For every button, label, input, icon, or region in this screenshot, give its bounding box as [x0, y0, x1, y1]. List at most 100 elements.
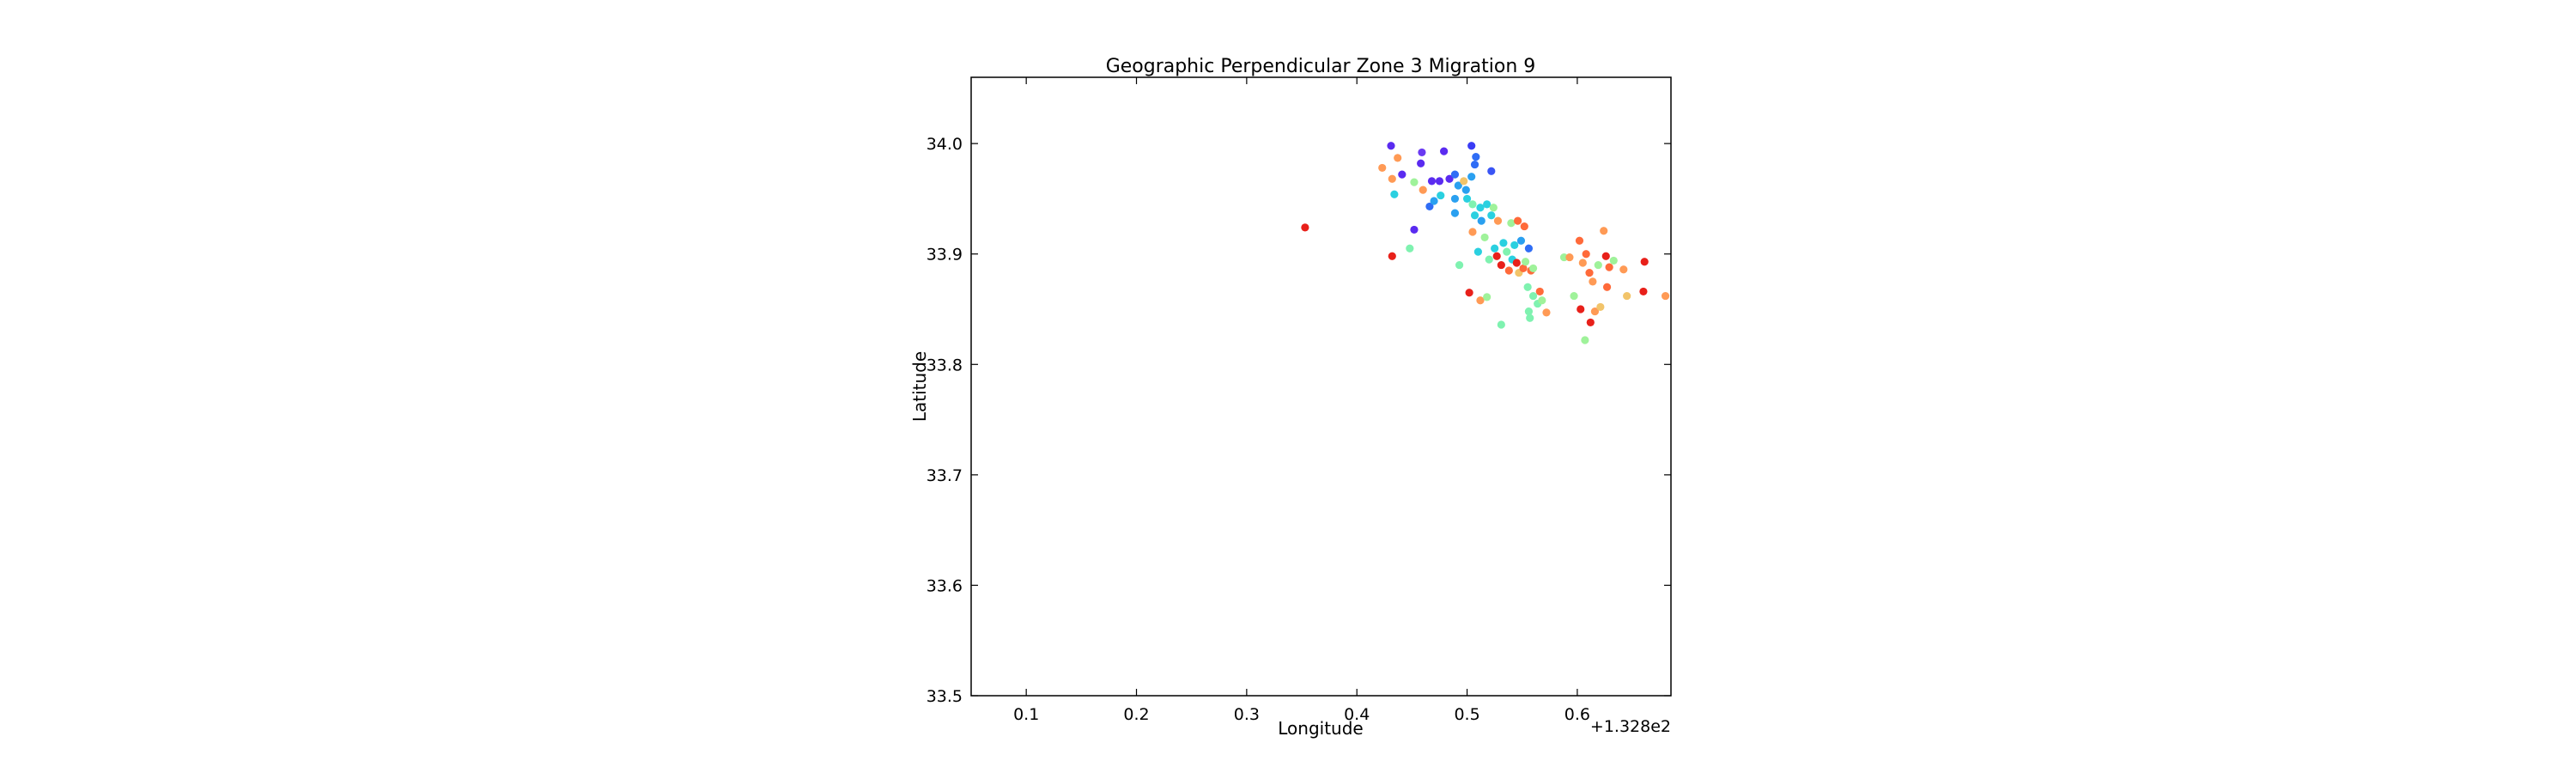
scatter-point	[1661, 291, 1670, 301]
scatter-point	[1582, 250, 1590, 259]
scatter-point	[1489, 204, 1498, 212]
scatter-point	[1410, 225, 1419, 234]
scatter-point	[1581, 336, 1589, 344]
scatter-point	[1600, 227, 1608, 235]
scatter-point	[1602, 283, 1612, 291]
x-tick-label: 0.6	[1564, 705, 1590, 724]
x-axis-offset-label: +1.328e2	[1590, 717, 1671, 736]
scatter-point	[1477, 216, 1485, 225]
scatter-point	[1596, 302, 1605, 312]
scatter-point	[1521, 258, 1530, 266]
scatter-point	[1470, 160, 1479, 169]
scatter-point	[1450, 209, 1460, 217]
scatter-point	[1577, 305, 1585, 313]
scatter-point	[1524, 244, 1534, 253]
x-tick-label: 0.1	[1013, 705, 1039, 724]
scatter-point	[1565, 253, 1574, 262]
scatter-point	[1512, 259, 1521, 267]
scatter-point	[1639, 287, 1648, 296]
scatter-point	[1473, 247, 1482, 256]
scatter-point	[1468, 200, 1477, 209]
scatter-point	[1425, 202, 1434, 211]
scatter-point	[1388, 174, 1396, 183]
y-axis-label: Latitude	[909, 351, 930, 422]
scatter-point	[1468, 228, 1477, 236]
scatter-point	[1520, 222, 1528, 231]
scatter-point	[1535, 287, 1544, 296]
scatter-point	[1417, 159, 1425, 167]
scatter-point	[1605, 263, 1613, 271]
scatter-point	[1387, 142, 1395, 150]
scatter-point	[1445, 174, 1454, 183]
scatter-point	[1559, 253, 1569, 262]
scatter-point	[1427, 177, 1437, 186]
scatter-point	[1542, 308, 1551, 317]
scatter-point	[1575, 236, 1584, 245]
scatter-point	[1461, 186, 1470, 194]
scatter-point	[1492, 252, 1501, 260]
scatter-point	[1470, 211, 1479, 220]
scatter-point	[1601, 252, 1610, 260]
chart-title: Geographic Perpendicular Zone 3 Migratio…	[1106, 56, 1536, 77]
x-axis-label: Longitude	[1278, 718, 1363, 739]
scatter-point	[1455, 260, 1464, 270]
scatter-point	[1394, 154, 1402, 162]
scatter-point	[1467, 142, 1476, 150]
y-tick-label: 34.0	[927, 135, 963, 154]
ticks-layer: 0.1 0.2 0.3 0.4 0.5 0.6 33.5 33.6 33.7 33.8 33.9 34…	[927, 77, 1671, 724]
x-tick-label: 0.5	[1454, 705, 1479, 724]
scatter-point	[1483, 200, 1492, 209]
scatter-point	[1483, 293, 1492, 301]
scatter-point	[1419, 186, 1427, 194]
scatter-point	[1378, 163, 1387, 173]
scatter-point	[1454, 181, 1462, 190]
scatter-point	[1398, 170, 1406, 179]
points-layer	[1301, 142, 1670, 344]
scatter-point	[1499, 239, 1508, 247]
scatter-point	[1526, 313, 1534, 322]
scatter-point	[1480, 233, 1489, 242]
scatter-point	[1430, 197, 1438, 205]
scatter-point	[1388, 252, 1396, 260]
scatter-point	[1301, 223, 1309, 232]
plot-area	[971, 77, 1671, 696]
scatter-point	[1476, 296, 1485, 305]
scatter-point	[1487, 211, 1496, 220]
scatter-point	[1491, 244, 1499, 253]
scatter-point	[1570, 291, 1578, 301]
plot-frame	[970, 76, 1672, 697]
scatter-point	[1462, 194, 1472, 204]
scatter-point	[1493, 216, 1503, 225]
scatter-point	[1465, 289, 1473, 297]
scatter-point	[1585, 268, 1594, 277]
scatter-point	[1410, 178, 1419, 186]
x-tick-label: 0.4	[1344, 705, 1370, 724]
scatter-point	[1519, 264, 1528, 273]
scatter-point	[1435, 177, 1444, 186]
scatter-point	[1589, 277, 1597, 286]
scatter-point	[1418, 148, 1426, 157]
y-tick-label: 33.9	[927, 246, 963, 265]
scatter-point	[1450, 170, 1460, 179]
scatter-point	[1586, 318, 1595, 327]
scatter-point	[1528, 264, 1538, 273]
scatter-point	[1467, 173, 1476, 181]
scatter-point	[1472, 152, 1480, 161]
scatter-point	[1623, 291, 1631, 301]
scatter-point	[1578, 259, 1587, 267]
scatter-point	[1497, 260, 1505, 270]
x-tick-label: 0.3	[1234, 705, 1260, 724]
scatter-point	[1538, 296, 1546, 305]
y-tick-label: 33.8	[927, 356, 963, 374]
scatter-point	[1450, 194, 1460, 204]
scatter-point	[1503, 247, 1511, 256]
scatter-point	[1497, 320, 1505, 329]
scatter-point	[1440, 147, 1449, 155]
scatter-point	[1513, 216, 1522, 225]
scatter-point	[1507, 219, 1516, 228]
scatter-point	[1594, 260, 1602, 270]
scatter-point	[1504, 266, 1513, 275]
y-tick-label: 33.6	[927, 576, 963, 595]
y-tick-label: 33.5	[927, 687, 963, 706]
